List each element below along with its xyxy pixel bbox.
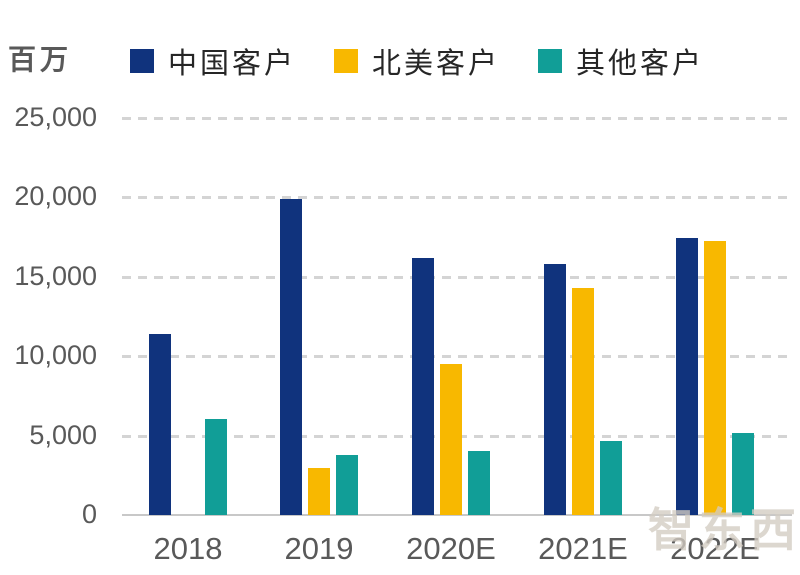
legend-item-other: 其他客户 xyxy=(538,40,704,82)
legend-label-north-america: 北美客户 xyxy=(372,48,501,80)
bar-other-customers-2018 xyxy=(205,419,227,515)
bar-china-customers-2018 xyxy=(149,334,171,515)
bar-china-customers-2019 xyxy=(280,199,302,515)
legend-item-north-america: 北美客户 xyxy=(334,40,500,82)
bar-north-america-customers-2022E xyxy=(704,241,726,515)
legend-label-china: 中国客户 xyxy=(168,48,297,80)
bar-north-america-customers-2019 xyxy=(308,468,330,515)
bar-other-customers-2019 xyxy=(336,455,358,515)
bar-north-america-customers-2020E xyxy=(440,364,462,515)
x-axis-tick-label-2022E: 2022E xyxy=(670,531,760,566)
gridline-10,000 xyxy=(122,355,792,359)
y-axis-tick-label: 10,000 xyxy=(14,340,97,371)
bar-north-america-customers-2021E xyxy=(572,288,594,515)
x-axis-line xyxy=(122,514,792,516)
x-axis-tick-label-2018: 2018 xyxy=(153,531,223,566)
bar-china-customers-2021E xyxy=(544,264,566,515)
bar-china-customers-2020E xyxy=(412,258,434,515)
x-axis-tick-label-2021E: 2021E xyxy=(538,531,628,566)
x-axis-tick-label-2019: 2019 xyxy=(284,531,354,566)
legend-swatch-other xyxy=(538,49,563,73)
bar-other-customers-2021E xyxy=(600,441,622,515)
legend-swatch-north-america xyxy=(334,49,359,73)
legend-label-other: 其他客户 xyxy=(576,48,705,80)
legend-swatch-china xyxy=(130,49,154,73)
y-axis-tick-label: 15,000 xyxy=(14,260,97,291)
gridline-25,000 xyxy=(122,117,792,120)
x-axis-tick-label-2020E: 2020E xyxy=(406,531,496,566)
legend-item-china: 中国客户 xyxy=(130,40,296,82)
y-axis-unit-label: 百万 xyxy=(8,45,73,76)
y-axis-tick-label: 5,000 xyxy=(29,419,97,450)
bar-other-customers-2022E xyxy=(732,433,754,515)
bar-china-customers-2022E xyxy=(676,238,698,515)
y-axis-tick-label: 25,000 xyxy=(14,102,97,132)
y-axis-tick-label: 20,000 xyxy=(14,181,97,212)
bar-other-customers-2020E xyxy=(468,451,490,515)
gridline-20,000 xyxy=(122,196,792,200)
gridline-15,000 xyxy=(122,275,792,279)
legend: 中国客户 北美客户 其他客户 xyxy=(130,40,704,82)
y-axis-tick-label: 0 xyxy=(81,499,97,529)
